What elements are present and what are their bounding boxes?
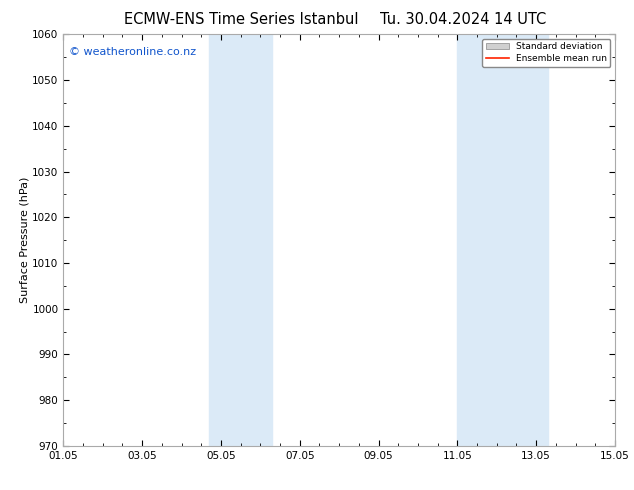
Text: © weatheronline.co.nz: © weatheronline.co.nz [69, 47, 196, 57]
Bar [209, 34, 272, 446]
Text: ECMW-ENS Time Series Istanbul: ECMW-ENS Time Series Istanbul [124, 12, 358, 27]
Text: Tu. 30.04.2024 14 UTC: Tu. 30.04.2024 14 UTC [380, 12, 546, 27]
Bar [457, 34, 548, 446]
Y-axis label: Surface Pressure (hPa): Surface Pressure (hPa) [20, 177, 30, 303]
Legend: Standard deviation, Ensemble mean run: Standard deviation, Ensemble mean run [482, 39, 611, 67]
